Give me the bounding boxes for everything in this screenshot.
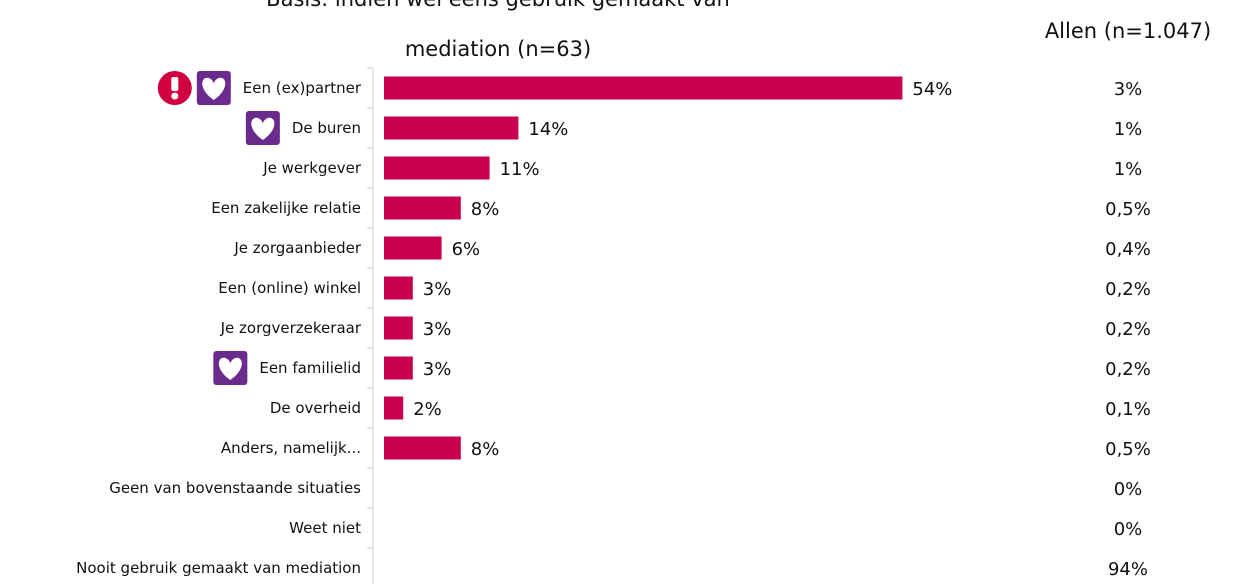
value-label: 6% [452,239,481,260]
value-label: 3% [423,359,452,380]
bar [384,76,903,100]
allen-value: 0,2% [1105,319,1151,340]
value-label: 3% [423,319,452,340]
category-label: Geen van bovenstaande situaties [109,479,361,497]
allen-value: 0% [1114,479,1143,500]
bar [384,276,413,300]
allen-header: Allen (n=1.047) [1045,19,1211,43]
value-label: 11% [500,159,540,180]
allen-value: 0,4% [1105,239,1151,260]
value-label: 8% [471,199,500,220]
allen-value: 0,5% [1105,199,1151,220]
bar [384,396,404,420]
allen-value: 0,1% [1105,399,1151,420]
category-label: De overheid [270,399,361,417]
category-label: De buren [292,119,361,137]
chart-title-line-2: mediation (n=63) [405,37,591,61]
category-label: Je zorgaanbieder [233,239,361,257]
category-label: Je werkgever [262,159,362,177]
value-label: 3% [423,279,452,300]
category-label: Een zakelijke relatie [211,199,361,217]
allen-value: 1% [1114,159,1143,180]
category-label: Je zorgverzekeraar [220,319,362,337]
value-label: 54% [912,79,952,100]
heart-icon [213,351,248,385]
bar [384,236,442,260]
category-label: Een (online) winkel [218,279,361,297]
bar [384,116,519,140]
allen-value: 0,2% [1105,279,1151,300]
allen-value: 94% [1108,559,1148,580]
bar [384,436,461,460]
bar [384,316,413,340]
allen-value: 1% [1114,119,1143,140]
category-label: Weet niet [289,519,361,537]
exclamation-icon [157,71,192,105]
allen-value: 3% [1114,79,1143,100]
bar [384,196,461,220]
heart-icon [245,111,280,145]
value-label: 2% [413,399,442,420]
allen-value: 0,2% [1105,359,1151,380]
category-label: Anders, namelijk... [221,439,361,457]
category-label: Nooit gebruik gemaakt van mediation [76,559,361,577]
value-label: 14% [528,119,568,140]
category-label: Een familielid [259,359,361,377]
value-label: 8% [471,439,500,460]
heart-icon [196,71,231,105]
chart-title-line-1: Basis: indien wel eens gebruik gemaakt v… [266,0,730,11]
category-label: Een (ex)partner [243,79,362,97]
allen-value: 0% [1114,519,1143,540]
bar [384,156,490,180]
bar [384,356,413,380]
chart-rows: Een (ex)partner 54% 3% De buren 14% 1% Je werk… [76,67,1151,580]
allen-value: 0,5% [1105,439,1151,460]
